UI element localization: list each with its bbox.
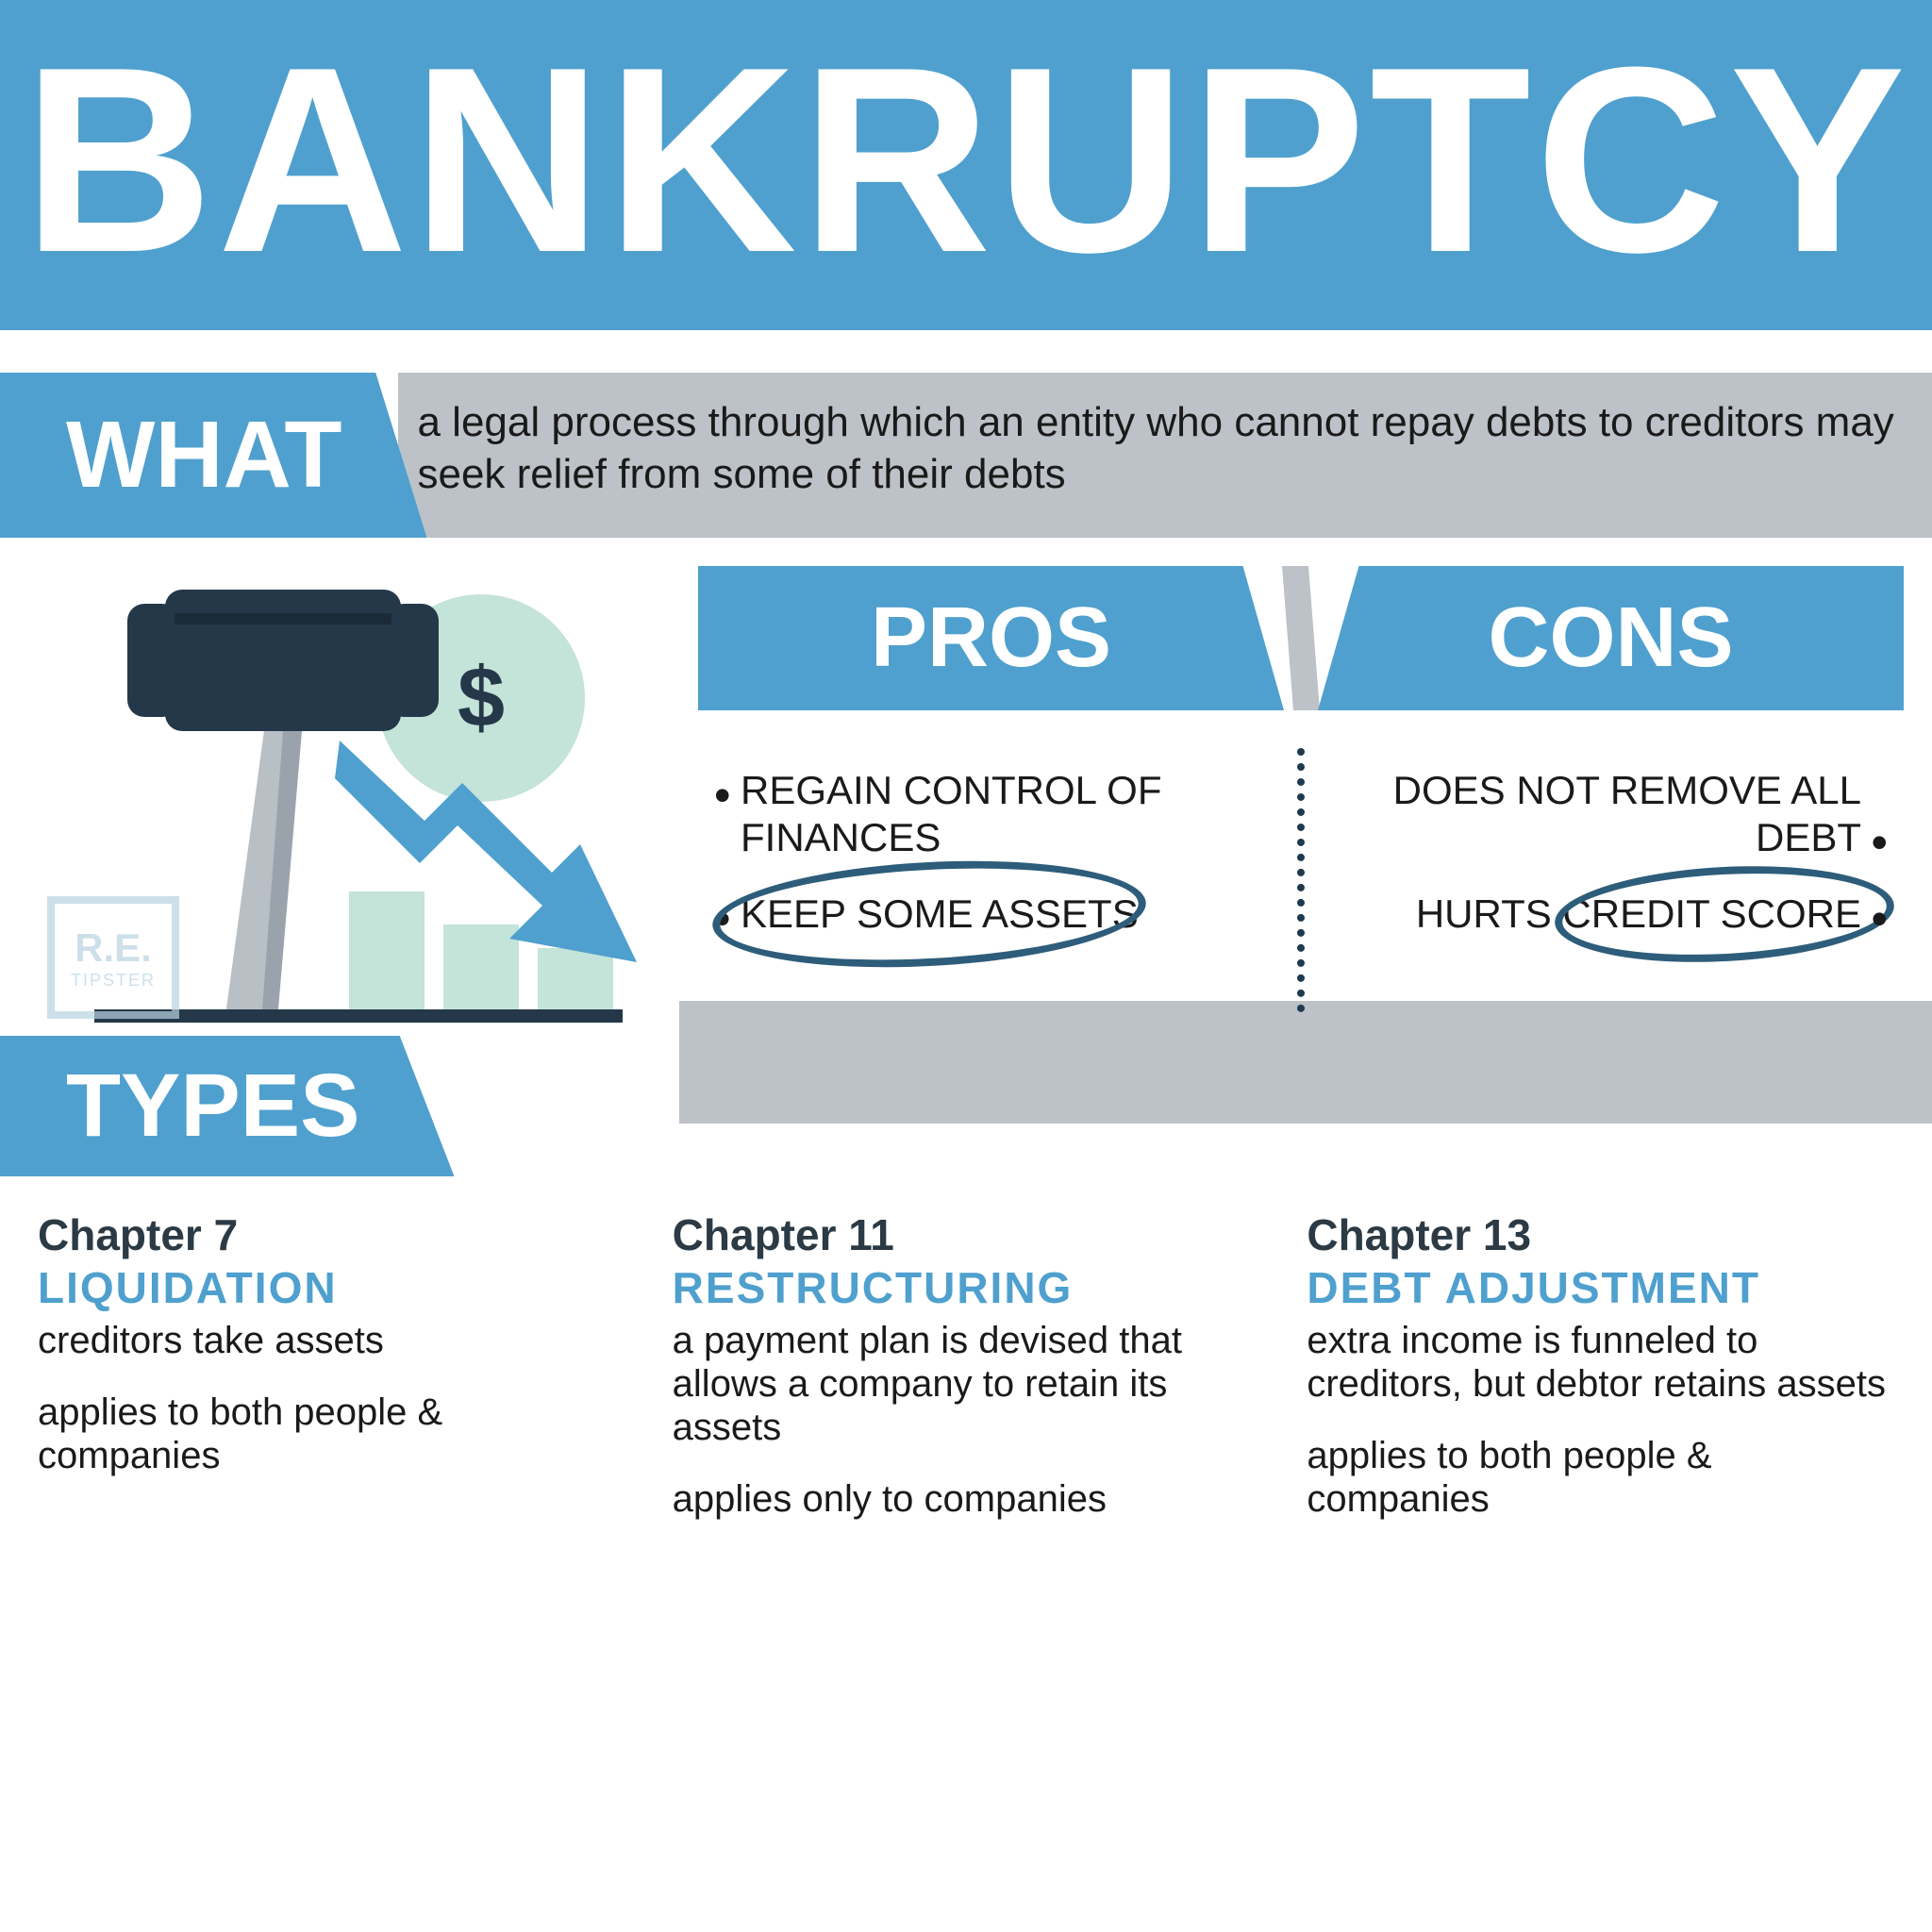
pro-item: KEEP SOME ASSETS	[741, 891, 1255, 938]
re-tipster-badge: R.E. TIPSTER	[47, 896, 179, 1019]
chapter-subtitle: DEBT ADJUSTMENT	[1307, 1262, 1894, 1313]
pros-list: REGAIN CONTROL OF FINANCES KEEP SOME ASS…	[698, 748, 1283, 1012]
pros-cons-content: REGAIN CONTROL OF FINANCES KEEP SOME ASS…	[698, 748, 1904, 1012]
chapter-subtitle: LIQUIDATION	[38, 1262, 625, 1313]
badge-line2: TIPSTER	[71, 971, 156, 991]
chapter-desc: creditors take assets	[38, 1319, 625, 1362]
con-item: HURTS CREDIT SCORE	[1347, 891, 1861, 938]
chapter-title: Chapter 13	[1307, 1209, 1894, 1260]
types-grid: Chapter 7 LIQUIDATION creditors take ass…	[0, 1176, 1932, 1549]
chapter-desc: applies to both people & companies	[1307, 1434, 1894, 1521]
type-column: Chapter 11 RESTRUCTURING a payment plan …	[673, 1209, 1260, 1549]
chapter-title: Chapter 11	[673, 1209, 1260, 1260]
cons-list: DOES NOT REMOVE ALL DEBT HURTS CREDIT SC…	[1319, 748, 1904, 1012]
bankruptcy-illustration: $ R.E. TIPSTER	[19, 547, 698, 1075]
con-item: DOES NOT REMOVE ALL DEBT	[1347, 767, 1861, 862]
chapter-desc: applies to both people & companies	[38, 1391, 625, 1477]
dotted-divider	[1297, 748, 1305, 1012]
what-label: WHAT	[0, 373, 426, 538]
badge-line1: R.E.	[75, 925, 152, 971]
chapter-desc: extra income is funneled to creditors, b…	[1307, 1319, 1894, 1406]
middle-section: $ R.E. TIPSTER PROS CONS	[0, 547, 1932, 1075]
cons-header: CONS	[1318, 566, 1904, 710]
pro-item-text: KEEP SOME ASSETS	[741, 891, 1139, 936]
header-divider	[1282, 566, 1320, 710]
what-section: WHAT a legal process through which an en…	[0, 373, 1932, 538]
what-description: a legal process through which an entity …	[398, 373, 1932, 538]
type-column: Chapter 7 LIQUIDATION creditors take ass…	[38, 1209, 625, 1549]
pros-cons-headers: PROS CONS	[698, 566, 1904, 710]
title-banner: BANKRUPTCY	[0, 0, 1932, 330]
pros-header: PROS	[698, 566, 1284, 710]
main-title: BANKRUPTCY	[19, 28, 1913, 292]
con-item-text: HURTS CREDIT SCORE	[1416, 891, 1861, 936]
dollar-sign-icon: $	[458, 651, 505, 745]
chapter-title: Chapter 7	[38, 1209, 625, 1260]
type-column: Chapter 13 DEBT ADJUSTMENT extra income …	[1307, 1209, 1894, 1549]
pros-cons-section: PROS CONS REGAIN CONTROL OF FINANCES KEE…	[698, 547, 1932, 1075]
types-label: TYPES	[0, 1036, 455, 1176]
pro-item: REGAIN CONTROL OF FINANCES	[741, 767, 1255, 862]
chapter-desc: a payment plan is devised that allows a …	[673, 1319, 1260, 1449]
chapter-desc: applies only to companies	[673, 1477, 1260, 1521]
chapter-subtitle: RESTRUCTURING	[673, 1262, 1260, 1313]
